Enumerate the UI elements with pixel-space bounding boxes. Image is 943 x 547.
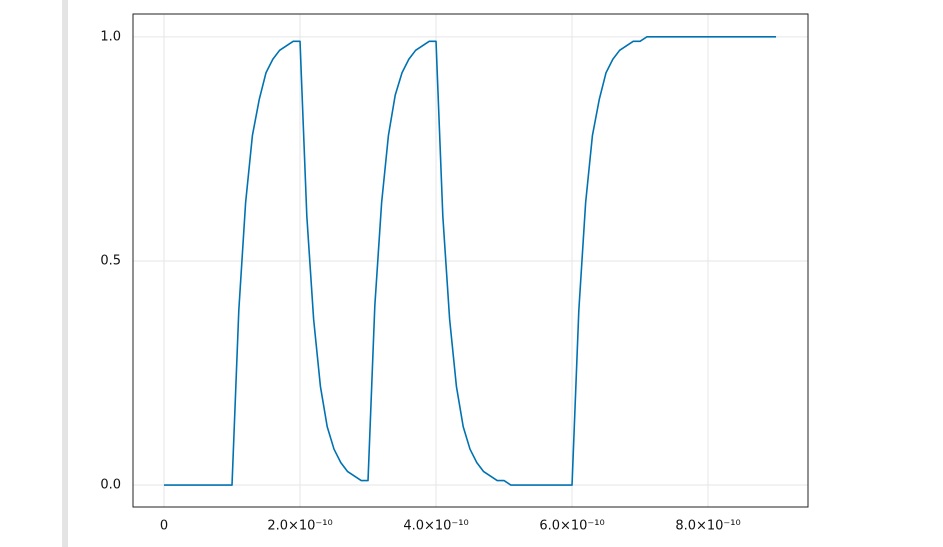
grid xyxy=(133,14,808,507)
y-tick-label: 0.5 xyxy=(100,253,121,268)
data-line xyxy=(164,36,777,486)
axes-frame xyxy=(132,13,809,508)
x-tick-label: 0 xyxy=(160,519,168,534)
y-tick-label: 1.0 xyxy=(100,29,121,44)
x-tick-label: 8.0×10⁻¹⁰ xyxy=(675,519,740,534)
x-tick-label: 2.0×10⁻¹⁰ xyxy=(267,519,332,534)
side-bar xyxy=(62,0,68,547)
x-tick-label: 4.0×10⁻¹⁰ xyxy=(403,519,468,534)
x-tick-label: 6.0×10⁻¹⁰ xyxy=(539,519,604,534)
plot-area xyxy=(164,36,777,486)
y-tick-label: 0.0 xyxy=(100,478,121,493)
